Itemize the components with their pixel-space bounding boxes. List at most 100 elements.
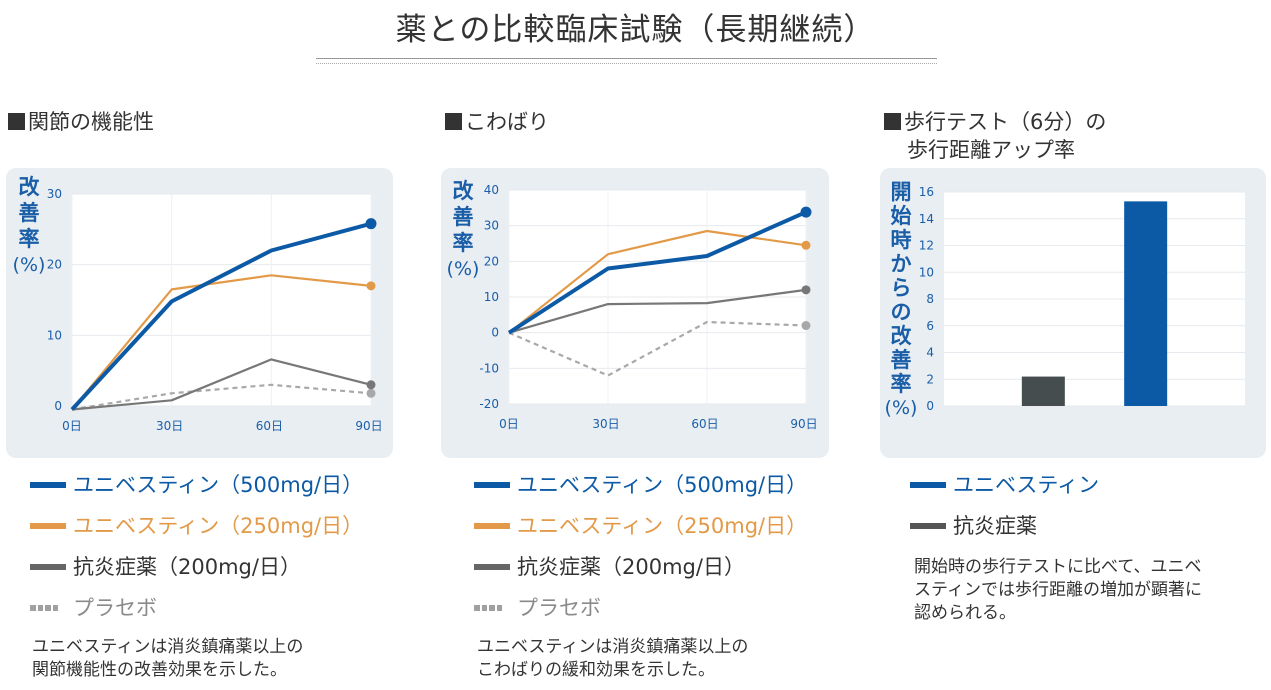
y-axis-label: 改 善 率 (%): [10, 174, 48, 278]
legend-label: プラセボ: [517, 596, 601, 620]
panel-heading-3: 歩行テスト（6分）の 歩行距離アップ率: [884, 108, 1106, 164]
note-line: 関節機能性の改善効果を示した。: [32, 660, 287, 680]
legend-swatch: [30, 605, 66, 611]
y-label-unit: (%): [446, 258, 480, 280]
y-tick-label: 0: [54, 399, 62, 413]
series-line: [70, 221, 372, 411]
series-endpoint: [801, 285, 811, 295]
line-chart-1: 0 10 20 30 0日 30日 60日 90日: [47, 187, 383, 433]
panel-heading-text: 歩行距離アップ率: [907, 138, 1075, 162]
title-rule: [316, 58, 937, 64]
bar: [1124, 201, 1168, 406]
y-tick-label: 10: [919, 265, 934, 279]
legend-swatch: [474, 482, 510, 488]
square-bullet-icon: [445, 113, 462, 130]
y-tick-label: 6: [926, 319, 934, 333]
chart-card-3: 開 始 時 か ら の 改 善 率 (%) 0 2 4 6 8 10 12 14 16: [880, 168, 1266, 458]
y-label-char: 率: [18, 227, 40, 251]
y-label-char: 時: [890, 228, 912, 252]
y-tick-label: 14: [919, 212, 934, 226]
series-endpoint: [800, 206, 812, 218]
y-label-char: 開: [890, 180, 912, 204]
note-line: 認められる。: [914, 603, 1016, 623]
legend-swatch: [910, 523, 946, 529]
y-tick-label: -20: [479, 397, 499, 411]
y-label-char: 改: [18, 175, 40, 199]
y-label-char: か: [890, 252, 912, 276]
note-line: スティンでは歩行距離の増加が顕著に: [914, 580, 1202, 600]
y-axis-label: 開 始 時 か ら の 改 善 率 (%): [882, 180, 920, 420]
x-tick-label: 30日: [592, 417, 619, 431]
legend-label: 抗炎症薬（200mg/日）: [517, 555, 745, 579]
note-line: ユニベスティンは消炎鎮痛薬以上の: [477, 637, 749, 657]
y-label-char: 善: [890, 348, 912, 372]
y-tick-label: 0: [926, 399, 934, 413]
legend-swatch: [474, 605, 510, 611]
panel-note-2: ユニベスティンは消炎鎮痛薬以上の こわばりの緩和効果を示した。: [477, 636, 748, 682]
x-tick-label: 60日: [256, 419, 283, 433]
panel-note-3: 開始時の歩行テストに比べて、ユニベ スティンでは歩行距離の増加が顕著に 認められ…: [914, 556, 1202, 625]
panel-heading-1: 関節の機能性: [8, 108, 154, 136]
bar-chart-3: 0 2 4 6 8 10 12 14 16: [919, 185, 1245, 413]
series-endpoint: [366, 380, 376, 390]
panel-note-1: ユニベスティンは消炎鎮痛薬以上の 関節機能性の改善効果を示した。: [32, 636, 303, 682]
y-label-char: 率: [890, 372, 912, 396]
y-tick-label: 0: [491, 326, 499, 340]
legend-label: 抗炎症薬: [953, 514, 1037, 538]
panel-heading-text: 歩行テスト（6分）の: [904, 110, 1107, 134]
x-tick-label: 0日: [62, 419, 82, 433]
note-line: 開始時の歩行テストに比べて、ユニベ: [914, 557, 1202, 577]
chart-card-2: 改 善 率 (%) -20 -10 0 10 20 30 40 0日 30日 60日 90日: [441, 168, 829, 458]
x-tick-label: 90日: [355, 419, 382, 433]
series-line: [508, 288, 807, 334]
line-chart-2: -20 -10 0 10 20 30 40 0日 30日 60日 90日: [479, 183, 817, 431]
y-tick-label: 10: [484, 290, 499, 304]
y-label-unit: (%): [12, 254, 46, 276]
x-tick-label: 60日: [691, 417, 718, 431]
series-line: [508, 229, 807, 334]
series-endpoint: [365, 218, 377, 230]
y-tick-label: 20: [47, 258, 62, 272]
x-tick-label: 0日: [499, 417, 519, 431]
legend-swatch: [30, 523, 66, 529]
y-label-unit: (%): [884, 397, 918, 419]
legend-label: ユニベスティン: [953, 473, 1100, 497]
series-endpoint: [366, 281, 376, 291]
legend-label: プラセボ: [73, 596, 157, 620]
series-line: [71, 274, 372, 411]
y-axis-label: 改 善 率 (%): [444, 178, 482, 282]
x-tick-label: 30日: [156, 419, 183, 433]
legend-label: ユニベスティン（500mg/日）: [517, 473, 808, 497]
legend-label: ユニベスティン（500mg/日）: [73, 473, 364, 497]
square-bullet-icon: [884, 113, 901, 130]
panel-heading-text: こわばり: [465, 110, 549, 134]
y-label-char: 善: [18, 201, 40, 225]
legend-label: ユニベスティン（250mg/日）: [73, 514, 364, 538]
series-endpoint: [801, 321, 811, 331]
y-label-char: 始: [890, 204, 912, 228]
legend-label: 抗炎症薬（200mg/日）: [73, 555, 301, 579]
legend-swatch: [910, 482, 946, 488]
y-label-char: ら: [890, 276, 912, 300]
y-tick-label: 8: [926, 292, 934, 306]
y-tick-label: 30: [484, 219, 499, 233]
panel-heading-line: 歩行テスト（6分）の: [884, 108, 1106, 136]
legend-swatch: [30, 482, 66, 488]
y-label-char: 改: [452, 179, 474, 203]
legend-label: ユニベスティン（250mg/日）: [517, 514, 808, 538]
x-tick-label: 90日: [790, 417, 817, 431]
bar: [1021, 376, 1065, 406]
series-endpoint: [366, 388, 376, 398]
note-line: こわばりの緩和効果を示した。: [477, 660, 715, 680]
y-label-char: の: [890, 300, 912, 324]
legend-swatch: [474, 523, 510, 529]
panel-heading-line: 歩行距離アップ率: [884, 136, 1106, 164]
y-tick-label: 20: [484, 254, 499, 268]
y-tick-label: 2: [926, 372, 934, 386]
y-tick-label: 10: [47, 328, 62, 342]
plot-area: [72, 194, 371, 406]
series-line: [507, 210, 807, 335]
legend-swatch: [474, 564, 510, 570]
y-tick-label: 12: [919, 239, 934, 253]
y-tick-label: 4: [926, 346, 934, 360]
